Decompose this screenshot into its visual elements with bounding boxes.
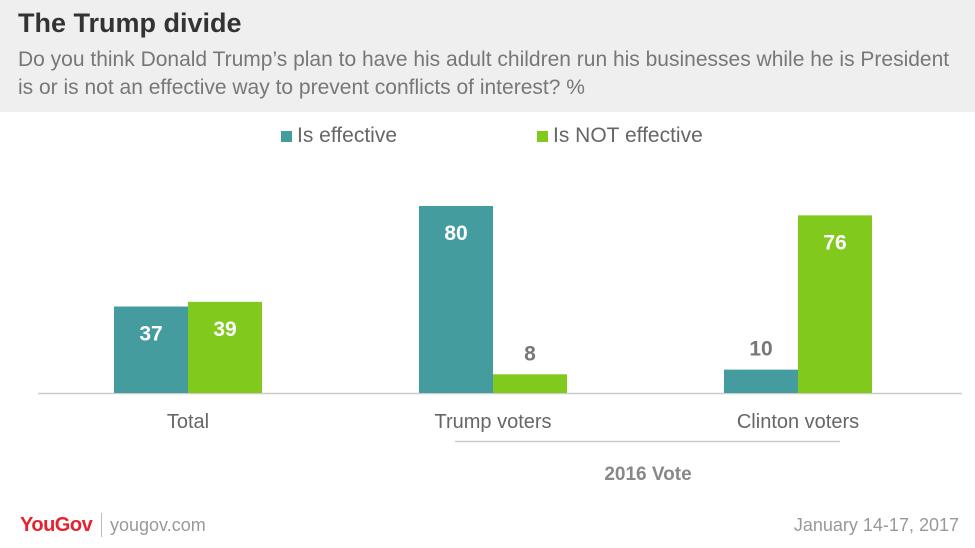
yougov-logo: YouGov — [20, 514, 93, 536]
data-label-trump-voters-effective: 80 — [444, 222, 467, 245]
footer-site: yougov.com — [110, 515, 206, 535]
legend-label-effective: Is effective — [297, 124, 397, 147]
data-label-total-effective: 37 — [139, 323, 162, 346]
category-label-total: Total — [167, 411, 209, 433]
group-label-2016-vote: 2016 Vote — [604, 464, 691, 485]
category-label-clinton-voters: Clinton voters — [737, 411, 859, 433]
data-label-total-not-effective: 39 — [213, 318, 236, 341]
category-label-trump-voters: Trump voters — [434, 411, 551, 433]
data-label-trump-voters-not-effective: 8 — [524, 342, 536, 365]
chart-subtitle: Do you think Donald Trump’s plan to have… — [18, 48, 950, 99]
bar-clinton-voters-effective — [724, 369, 798, 393]
header-band: The Trump divide Do you think Donald Tru… — [0, 0, 975, 112]
bar-trump-voters-not-effective — [493, 374, 567, 393]
bar-trump-voters-effective — [419, 206, 493, 393]
legend: Is effective Is NOT effective — [0, 124, 975, 148]
legend-swatch-effective — [281, 130, 292, 142]
legend-swatch-not-effective — [537, 130, 548, 142]
legend-label-not-effective: Is NOT effective — [553, 124, 703, 147]
footer-date: January 14-17, 2017 — [793, 515, 959, 535]
chart-title: The Trump divide — [18, 8, 242, 38]
legend-item-effective: Is effective — [281, 124, 397, 148]
bar-total-not-effective — [188, 301, 262, 393]
legend-item-not-effective: Is NOT effective — [537, 124, 703, 148]
footer-divider — [101, 513, 102, 537]
data-label-clinton-voters-effective: 10 — [749, 338, 772, 361]
data-label-clinton-voters-not-effective: 76 — [823, 231, 846, 254]
bar-clinton-voters-not-effective — [798, 215, 872, 393]
bar-total-effective — [114, 306, 188, 393]
